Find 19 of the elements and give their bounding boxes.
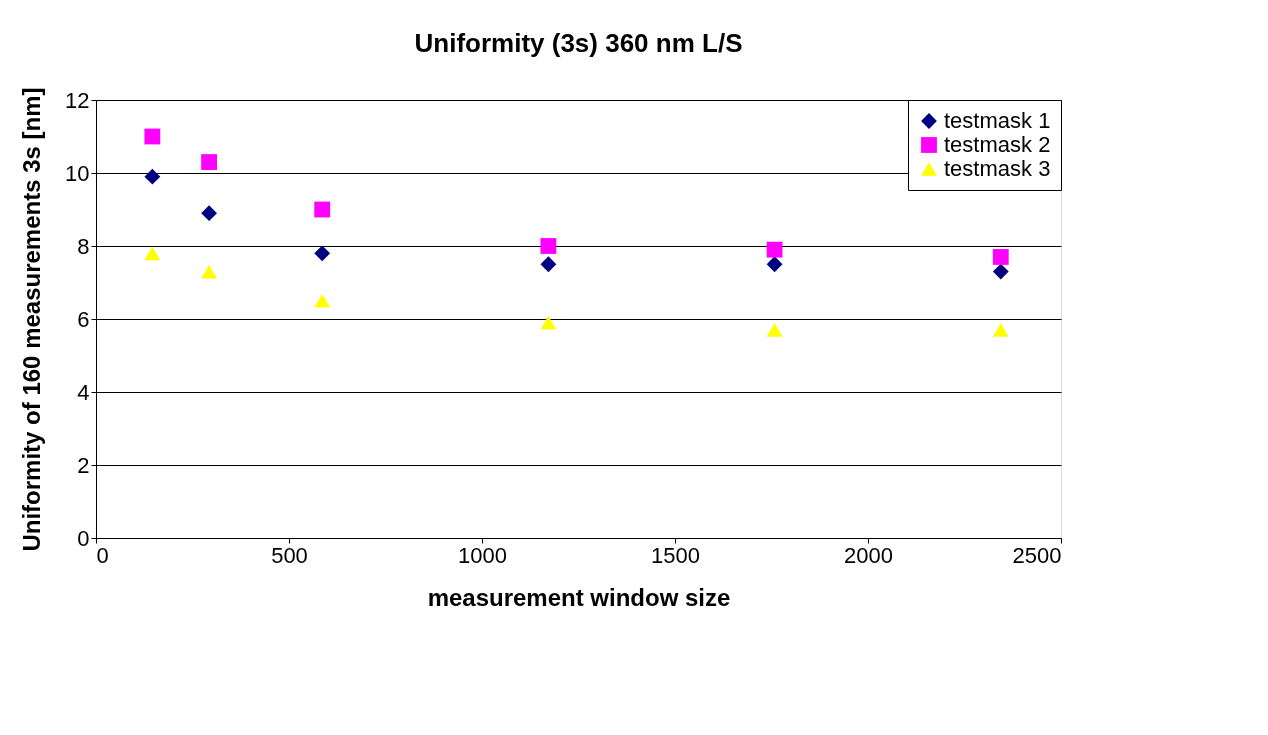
y-axis-title: Uniformity of 160 measurements 3s [nm] — [18, 87, 46, 552]
chart-title: Uniformity (3s) 360 nm L/S — [414, 27, 743, 58]
legend-label: testmask 2 — [944, 132, 1051, 157]
y-tick-label: 4 — [77, 379, 90, 405]
x-tick-label: 2000 — [844, 542, 893, 568]
x-tick-label: 1500 — [651, 542, 700, 568]
y-tick-label: 8 — [77, 233, 90, 259]
x-tick-label: 500 — [271, 542, 308, 568]
x-tick-label: 1000 — [458, 542, 507, 568]
y-tick-label: 2 — [77, 452, 90, 478]
y-tick-label: 10 — [65, 160, 90, 186]
y-tick-label: 6 — [77, 306, 90, 332]
legend-label: testmask 3 — [944, 156, 1051, 181]
y-tick-label: 0 — [77, 525, 90, 551]
x-tick-label: 2500 — [1012, 542, 1062, 568]
y-tick-label: 12 — [65, 87, 90, 113]
legend-label: testmask 1 — [944, 108, 1051, 133]
x-axis-title: measurement window size — [427, 583, 731, 611]
x-tick-label: 0 — [96, 542, 109, 568]
